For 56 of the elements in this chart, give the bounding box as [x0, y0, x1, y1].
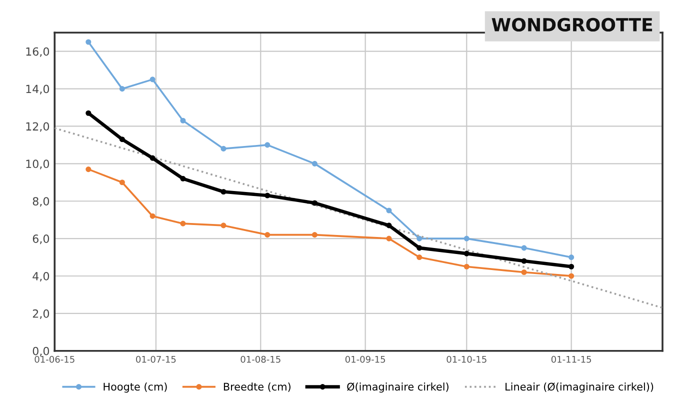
point	[312, 160, 318, 166]
x-tick-label: 01-07-15	[136, 356, 176, 363]
legend-label: Breedte (cm)	[224, 382, 290, 392]
point	[416, 254, 422, 260]
point	[180, 220, 186, 226]
x-tick-label: 01-10-15	[446, 356, 486, 363]
point	[180, 118, 186, 124]
point	[464, 250, 470, 256]
point	[150, 213, 156, 219]
y-tick-label: 16,0	[26, 47, 50, 57]
legend-label: Ø(imaginaire cirkel)	[347, 382, 448, 393]
x-tick-label: 01-08-15	[240, 356, 280, 363]
point	[386, 222, 392, 228]
point	[568, 273, 574, 279]
point	[119, 180, 125, 186]
point	[264, 142, 270, 148]
point	[220, 146, 226, 152]
point	[150, 155, 156, 161]
point	[521, 269, 527, 276]
point	[312, 200, 318, 206]
point	[416, 245, 422, 251]
x-tick-label: 01-06-15	[34, 356, 74, 363]
legend-label: Lineair (Ø(imaginaire cirkel))	[506, 382, 654, 393]
point	[220, 222, 226, 228]
point	[264, 192, 270, 198]
point	[86, 110, 92, 116]
point	[86, 39, 92, 45]
point	[220, 188, 226, 195]
point	[521, 258, 527, 264]
y-tick-label: 2,0	[32, 309, 50, 319]
y-tick-label: 14,0	[26, 84, 50, 94]
point	[464, 236, 470, 242]
chart-title: WONDGROOTTE	[492, 18, 652, 32]
point	[119, 86, 125, 92]
point	[180, 176, 186, 182]
point	[464, 264, 470, 270]
point	[312, 232, 318, 238]
x-tick-label: 01-09-15	[345, 356, 386, 363]
point	[264, 232, 270, 238]
point	[521, 245, 527, 251]
point	[386, 236, 392, 242]
point	[568, 264, 574, 270]
point	[119, 136, 125, 142]
y-tick-label: 12,0	[26, 122, 50, 132]
y-tick-label: 10,0	[26, 160, 50, 170]
y-tick-label: 8,0	[32, 197, 50, 207]
y-tick-label: 4,0	[32, 272, 50, 282]
y-tick-label: 6,0	[32, 234, 50, 244]
point	[150, 76, 156, 82]
x-tick-label: 01-11-15	[551, 356, 592, 363]
point	[416, 236, 422, 242]
y-tick-label: 0,0	[32, 346, 50, 356]
point	[386, 208, 392, 214]
point	[568, 254, 574, 260]
legend-label: Hoogte (cm)	[104, 382, 167, 393]
point	[86, 166, 92, 172]
